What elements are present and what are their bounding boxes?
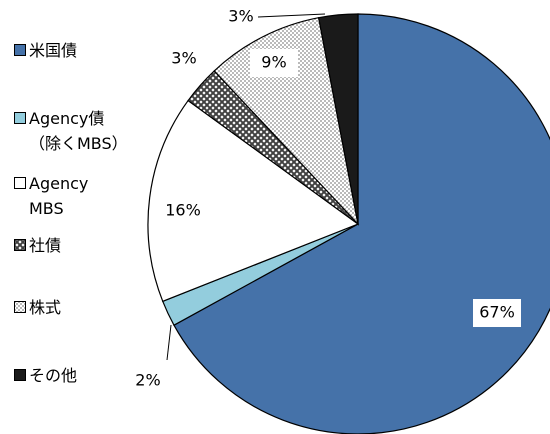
legend-entry: Agency債 （除くMBS） [14,106,128,156]
legend-swatch [14,44,26,56]
legend-entry: 株式 [14,295,61,320]
label-box [250,49,298,77]
legend-swatch [14,177,26,189]
data-label: 9% [261,53,286,72]
legend-swatch [14,369,26,381]
leader-line [166,324,172,361]
pie-slice [317,13,359,225]
legend-label: Agency MBS [29,174,89,218]
legend-swatch [14,301,26,313]
legend-swatch [14,112,26,124]
legend-label: 米国債 [29,41,78,60]
legend-label: 社債 [29,236,62,255]
legend-entry: 米国債 [14,38,77,63]
legend-label: 株式 [29,298,62,317]
pie-slice [147,99,360,303]
leader-line [257,13,326,18]
legend-label: その他 [29,366,78,385]
pie-slice [173,13,550,434]
data-label: 67% [479,303,515,322]
legend-entry: Agency MBS [14,171,88,221]
data-label: 3% [171,49,196,68]
legend-entry: 社債 [14,233,61,258]
data-label: 16% [165,201,201,220]
legend-swatch [14,239,26,251]
legend-label: Agency債 （除くMBS） [29,109,128,153]
data-label: 2% [135,371,160,390]
legend-entry: その他 [14,363,77,388]
data-label: 3% [228,7,253,26]
label-box [473,299,521,327]
